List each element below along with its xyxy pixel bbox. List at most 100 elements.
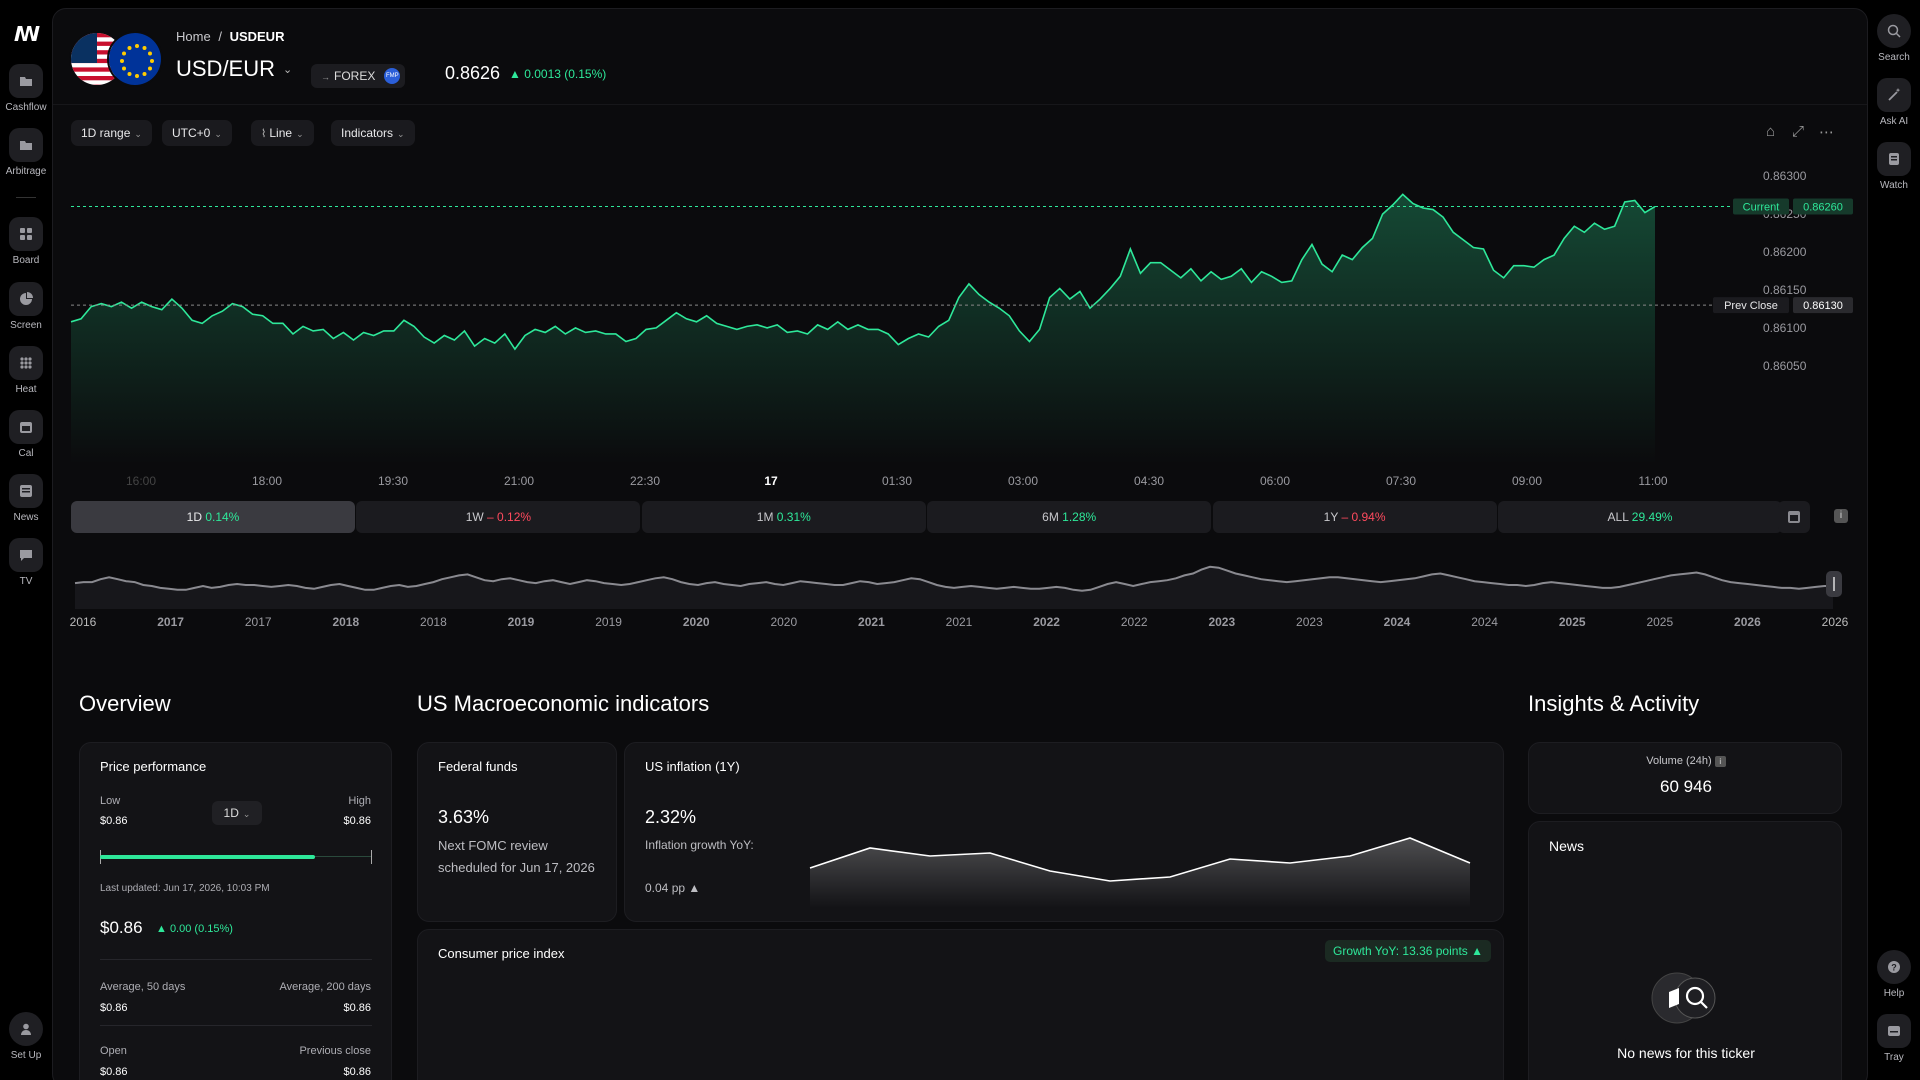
news-icon — [9, 474, 43, 508]
prev-close-label: Prev Close — [1724, 300, 1778, 312]
screenshot-icon[interactable]: ⌂ — [1766, 123, 1776, 140]
year-tick-label: 2018 — [420, 615, 447, 629]
range-button-all[interactable]: ALL 29.49% — [1498, 501, 1782, 533]
federal-funds-value: 3.63% — [438, 807, 490, 827]
sidebar-item-label: Cashflow — [5, 102, 47, 113]
x-tick-label: 19:30 — [378, 474, 408, 488]
pair-selector[interactable]: USD/EUR ⌄ — [176, 56, 292, 82]
overview-change: ▲ 0.00 (0.15%) — [156, 923, 233, 935]
no-news-text: No news for this ticker — [1617, 1045, 1755, 1061]
overview-title: Overview — [79, 691, 171, 716]
price-chart[interactable]: 0.863000.862500.862000.861500.861000.860… — [53, 149, 1868, 489]
range-button-1w[interactable]: 1W – 0.12% — [356, 501, 641, 533]
search-button[interactable]: Search — [1868, 14, 1920, 63]
price-performance-card: Price performance Low $0.86 1D ⌄ High $0.… — [79, 742, 392, 1080]
inflation-growth-label: Inflation growth YoY: — [645, 838, 754, 852]
more-icon[interactable]: ⋯ — [1819, 124, 1834, 141]
sidebar-item-board[interactable]: Board — [0, 217, 52, 266]
star-icon — [142, 46, 147, 51]
tray-button[interactable]: Tray — [1868, 1014, 1920, 1063]
range-change: – 0.12% — [487, 510, 532, 524]
sidebar-item-label: Screen — [10, 320, 42, 331]
ask-ai-label: Ask AI — [1879, 116, 1909, 127]
provider-icon: FMP — [384, 68, 401, 84]
current-value-bg — [1793, 198, 1853, 215]
low-value: $0.86 — [100, 815, 128, 827]
sidebar-item-screen[interactable]: Screen — [0, 282, 52, 331]
sidebar-item-cal[interactable]: Cal — [0, 410, 52, 459]
sidebar-item-heat[interactable]: Heat — [0, 346, 52, 395]
current-label: Current — [1743, 202, 1780, 214]
sidebar-item-cashflow[interactable]: Cashflow — [0, 64, 52, 113]
y-tick-label: 0.86300 — [1763, 169, 1807, 183]
range-button-1d[interactable]: 1D 0.14% — [71, 501, 355, 533]
star-icon — [135, 74, 139, 78]
help-button[interactable]: ? Help — [1868, 950, 1920, 999]
pair-title: USD/EUR — [176, 56, 276, 81]
overview-price: $0.86 — [100, 918, 143, 937]
prev-close-value-bg — [1793, 297, 1853, 314]
prev-close-value: $0.86 — [343, 1066, 371, 1078]
period-dropdown[interactable]: 1D ⌄ — [212, 801, 262, 825]
star-icon — [135, 44, 139, 48]
volume-value: 60 946 — [1660, 777, 1712, 796]
breadcrumb-home[interactable]: Home — [176, 29, 211, 44]
x-tick-label: 18:00 — [252, 474, 282, 488]
federal-funds-card: Federal funds 3.63% Next FOMC review sch… — [417, 742, 617, 922]
range-button-1y[interactable]: 1Y – 0.94% — [1212, 501, 1497, 533]
range-button-6m[interactable]: 6M 1.28% — [927, 501, 1212, 533]
chevron-down-icon: ⌄ — [397, 129, 405, 139]
history-navigator[interactable]: 2016 2017 2017 2018 2018 2019 2019 2020 2020 2021… — [53, 557, 1868, 637]
calendar-button[interactable] — [1778, 501, 1810, 533]
history-line — [74, 565, 1833, 592]
range-change: 0.31% — [776, 510, 811, 524]
sidebar-item-tv[interactable]: TV — [0, 538, 52, 587]
folder-icon — [9, 128, 43, 162]
x-tick-label: 21:00 — [504, 474, 534, 488]
sidebar-item-news[interactable]: News — [0, 474, 52, 523]
prev-close-label: Previous close — [299, 1045, 371, 1057]
x-tick-label: 07:30 — [1386, 474, 1416, 488]
sidebar-item-label: TV — [19, 576, 33, 587]
fullscreen-icon[interactable]: ⤢ — [1792, 123, 1805, 140]
help-label: Help — [1883, 988, 1905, 999]
no-news-icon — [1649, 970, 1721, 1026]
currency-flags — [69, 31, 169, 89]
chart-type-dropdown[interactable]: ⌇ Line ⌄ — [251, 120, 314, 146]
open-value: $0.86 — [100, 1066, 128, 1078]
sidebar-item-label: Board — [12, 255, 40, 266]
range-label: 1Y — [1323, 510, 1342, 524]
current-label-bg — [1733, 198, 1789, 215]
volume-card: Volume (24h) i 60 946 — [1528, 742, 1842, 814]
range-label: ALL — [1607, 510, 1632, 524]
year-tick-label: 2022 — [1121, 615, 1148, 629]
price-line — [70, 193, 1656, 351]
x-tick-label: 06:00 — [1260, 474, 1290, 488]
ask-ai-button[interactable]: Ask AI — [1868, 78, 1920, 127]
federal-funds-title: Federal funds — [438, 759, 518, 774]
sidebar-item-label: Cal — [18, 448, 34, 459]
insights-title: Insights & Activity — [1528, 691, 1700, 716]
timezone-dropdown[interactable]: UTC+0 ⌄ — [162, 120, 232, 146]
folder-icon — [9, 64, 43, 98]
sidebar-item-arbitrage[interactable]: Arbitrage — [0, 128, 52, 177]
range-dropdown[interactable]: 1D range ⌄ — [71, 120, 152, 146]
sidebar-item-setup[interactable]: Set Up — [0, 1012, 52, 1061]
avg200-value: $0.86 — [343, 1002, 371, 1014]
divider — [100, 1025, 372, 1026]
magic-wand-icon — [1877, 78, 1911, 112]
info-icon[interactable]: i — [1834, 509, 1848, 523]
market-badge: → FOREX FMP — [311, 64, 406, 88]
watch-label: Watch — [1880, 180, 1908, 191]
period-label: 1D — [223, 806, 239, 820]
indicators-dropdown[interactable]: Indicators ⌄ — [331, 120, 415, 146]
star-icon — [122, 51, 127, 56]
ticker-header: Home / USDEUR USD/EUR ⌄ → FOREX FMP 0.862… — [53, 9, 1867, 105]
range-button-1m[interactable]: 1M 0.31% — [641, 501, 926, 533]
avg50-value: $0.86 — [100, 1002, 128, 1014]
watch-button[interactable]: Watch — [1868, 142, 1920, 191]
pie-icon — [9, 282, 43, 316]
chevron-down-icon: ⌄ — [242, 809, 251, 819]
app-logo[interactable]: ꟿ — [13, 24, 41, 46]
info-icon[interactable]: i — [1714, 756, 1726, 767]
